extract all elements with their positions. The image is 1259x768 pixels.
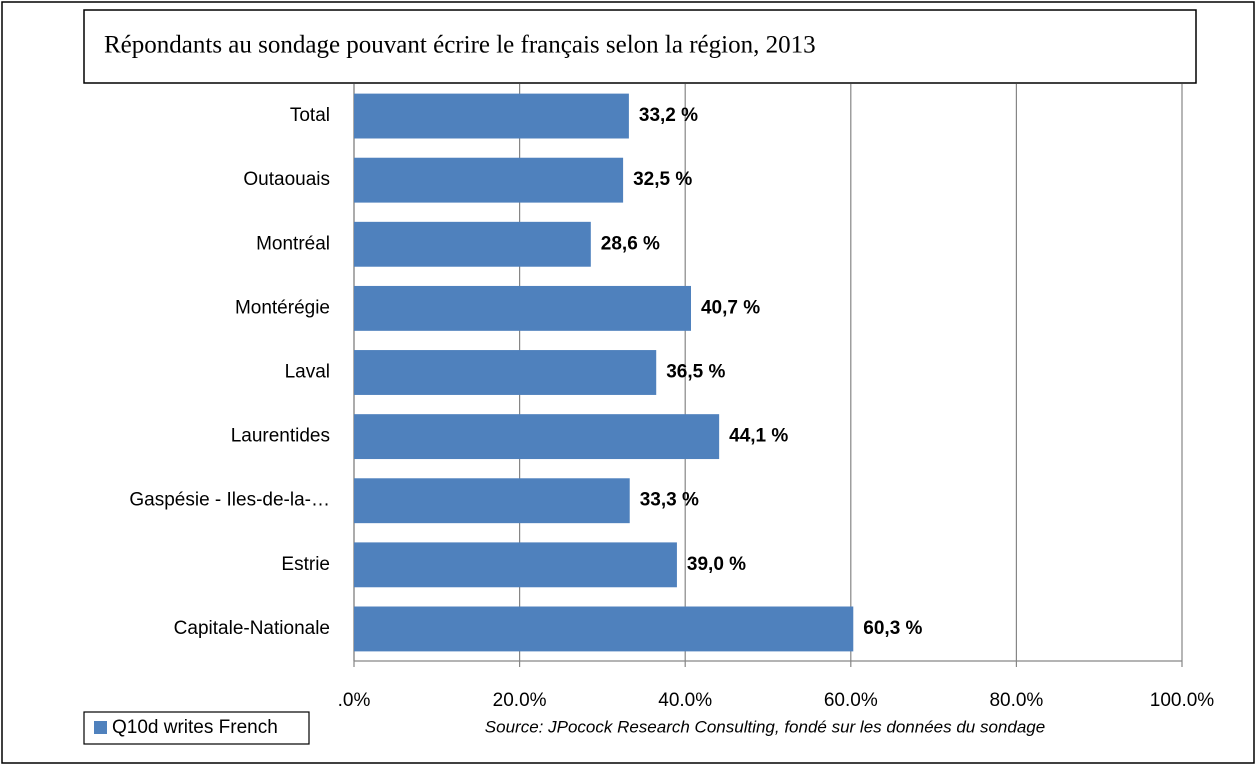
bar <box>354 221 591 267</box>
data-label: 28,6 % <box>601 233 660 254</box>
title-box <box>83 9 1197 84</box>
bar <box>354 606 854 652</box>
data-label: 36,5 % <box>666 362 725 383</box>
y-tick-label: Total <box>290 105 330 126</box>
y-tick-label: Laval <box>285 362 330 383</box>
bar <box>354 285 691 331</box>
y-tick-label: Estrie <box>281 554 330 575</box>
data-label: 32,5 % <box>633 169 692 190</box>
data-label: 33,3 % <box>640 490 699 511</box>
x-tick-label: 100.0% <box>1150 690 1215 711</box>
source-note: Source: JPocock Research Consulting, fon… <box>485 717 1045 736</box>
y-tick-label: Outaouais <box>243 169 330 190</box>
bar <box>354 478 630 524</box>
y-tick-label: Laurentides <box>231 426 330 447</box>
bar <box>354 157 624 203</box>
bar <box>354 350 657 395</box>
y-tick-label: Montérégie <box>235 297 330 318</box>
legend-box <box>83 711 310 745</box>
y-tick-label: Montréal <box>256 233 330 254</box>
legend-swatch <box>94 721 107 734</box>
chart-title: Répondants au sondage pouvant écrire le … <box>104 32 816 59</box>
x-tick-label: 40.0% <box>658 690 712 711</box>
y-tick-label: Capitale-Nationale <box>174 618 330 639</box>
bar <box>354 414 720 460</box>
x-tick-label: 80.0% <box>989 690 1043 711</box>
x-tick-label: 20.0% <box>493 690 547 711</box>
legend-label: Q10d writes French <box>112 717 278 738</box>
data-label: 44,1 % <box>729 426 788 447</box>
y-tick-label: Gaspésie - Iles-de-la-… <box>129 490 330 511</box>
data-label: 39,0 % <box>687 554 746 575</box>
x-tick-label: 60.0% <box>824 690 878 711</box>
bar <box>354 93 629 139</box>
data-label: 33,2 % <box>639 105 698 126</box>
data-label: 40,7 % <box>701 297 760 318</box>
x-tick-label: .0% <box>338 690 371 711</box>
data-label: 60,3 % <box>863 618 922 639</box>
bar <box>354 542 677 588</box>
